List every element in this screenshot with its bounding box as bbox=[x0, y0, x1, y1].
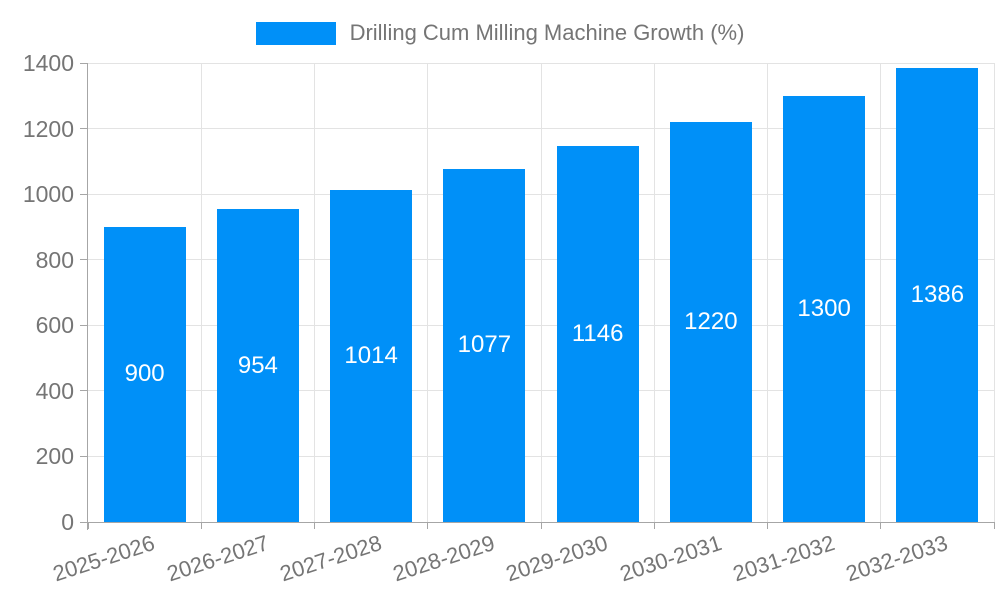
x-axis-category-label: 2025-2026 bbox=[50, 530, 159, 587]
x-axis-category-label: 2028-2029 bbox=[389, 530, 498, 587]
y-axis-tick-label: 1400 bbox=[22, 50, 74, 76]
legend[interactable]: Drilling Cum Milling Machine Growth (%) bbox=[0, 20, 1000, 46]
bar[interactable] bbox=[556, 146, 639, 522]
y-axis-tick-label: 200 bbox=[35, 443, 74, 470]
y-axis-tick bbox=[80, 62, 88, 64]
x-axis-line bbox=[80, 522, 994, 523]
x-axis-tick bbox=[200, 522, 202, 529]
bar[interactable] bbox=[896, 67, 979, 522]
bar[interactable] bbox=[669, 122, 752, 522]
bar[interactable] bbox=[443, 168, 526, 522]
gridline-vertical bbox=[427, 63, 429, 522]
x-axis-category-label: 2029-2030 bbox=[503, 530, 612, 587]
x-axis-tick bbox=[540, 522, 542, 529]
gridline-vertical bbox=[993, 63, 995, 522]
y-axis-tick bbox=[80, 455, 88, 457]
bar[interactable] bbox=[330, 189, 413, 522]
bar-value-label: 900 bbox=[124, 360, 165, 388]
x-axis-tick bbox=[427, 522, 429, 529]
bar[interactable] bbox=[103, 226, 186, 522]
x-axis-category-label: 2026-2027 bbox=[163, 530, 272, 587]
gridline-vertical bbox=[314, 63, 315, 522]
bar[interactable] bbox=[216, 209, 299, 522]
gridline-vertical bbox=[880, 63, 882, 522]
bar-value-label: 1386 bbox=[910, 280, 965, 308]
y-axis-tick-label: 400 bbox=[35, 377, 74, 404]
legend-label: Drilling Cum Milling Machine Growth (%) bbox=[349, 20, 745, 45]
bar-value-label: 1014 bbox=[344, 341, 398, 369]
y-axis-tick bbox=[80, 324, 88, 326]
x-axis-tick bbox=[993, 522, 995, 529]
y-axis-tick bbox=[80, 193, 88, 195]
y-axis-tick bbox=[80, 390, 88, 392]
x-axis-category-label: 2031-2032 bbox=[729, 530, 838, 587]
bar-value-label: 1146 bbox=[571, 320, 624, 348]
y-axis-tick bbox=[80, 128, 88, 130]
bar-value-label: 1220 bbox=[684, 308, 738, 335]
bar-value-label: 1300 bbox=[797, 294, 851, 322]
x-axis-category-label: 2032-2033 bbox=[842, 530, 951, 587]
y-axis-line bbox=[87, 63, 88, 530]
legend-swatch bbox=[255, 21, 336, 45]
x-axis-tick bbox=[314, 522, 315, 529]
bar[interactable] bbox=[783, 95, 866, 522]
gridline-vertical bbox=[767, 63, 768, 522]
x-axis-tick bbox=[767, 522, 768, 529]
y-axis-tick-label: 800 bbox=[35, 246, 74, 273]
y-axis-tick-label: 1000 bbox=[22, 181, 74, 208]
y-axis-tick-label: 0 bbox=[61, 509, 74, 535]
gridline-vertical bbox=[540, 63, 542, 522]
bar-value-label: 1077 bbox=[457, 331, 512, 359]
x-axis-tick bbox=[880, 522, 882, 529]
x-axis-tick bbox=[87, 522, 89, 529]
y-axis-tick-label: 600 bbox=[35, 312, 74, 339]
gridline-vertical bbox=[200, 63, 202, 522]
bar-value-label: 954 bbox=[237, 351, 278, 379]
gridline-vertical bbox=[653, 63, 655, 522]
x-axis-category-label: 2030-2031 bbox=[616, 530, 725, 587]
y-axis-tick-label: 1200 bbox=[22, 115, 74, 142]
y-axis-tick bbox=[80, 259, 88, 261]
x-axis-tick bbox=[653, 522, 655, 529]
x-axis-category-label: 2027-2028 bbox=[276, 530, 385, 587]
